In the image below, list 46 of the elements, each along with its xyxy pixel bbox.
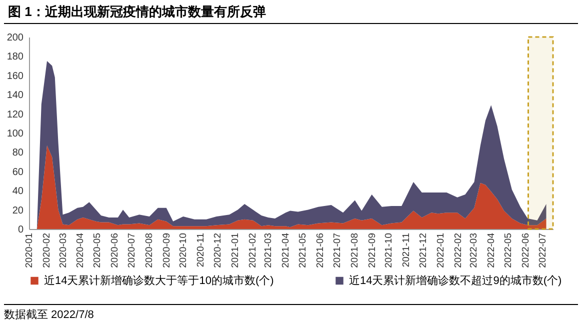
y-tick-label: 200 [6,32,24,44]
x-tick-label: 2021-08 [349,233,360,268]
x-tick-label: 2021-07 [332,233,343,268]
legend-label: 近14天累计新增确诊数大于等于10的城市数(个) [44,274,274,287]
x-tick-label: 2022-04 [486,233,498,268]
x-tick-label: 2020-05 [92,233,104,268]
y-tick-label: 20 [12,205,24,216]
y-tick-label: 80 [12,148,24,159]
chart-title: 图 1：近期出现新冠疫情的城市数量有所反弹 [4,0,578,24]
x-tick-label: 2021-10 [384,233,395,268]
x-tick-label: 2020-08 [144,233,155,268]
x-tick-label: 2020-09 [161,233,172,268]
x-tick-label: 2020-02 [41,233,52,268]
x-tick-label: 2022-06 [520,233,532,268]
x-tick-label: 2021-04 [280,233,292,268]
x-tick-label: 2021-03 [263,233,274,268]
x-tick-label: 2020-10 [178,233,190,268]
y-tick-label: 140 [6,90,24,102]
x-tick-label: 2022-02 [452,233,464,268]
x-tick-label: 2020-12 [212,233,224,268]
y-tick-label: 0 [18,224,24,236]
x-tick-label: 2020-11 [196,233,207,268]
x-tick-label: 2022-05 [502,233,514,268]
x-tick-label: 2020-01 [24,233,35,268]
y-tick-label: 160 [6,70,24,82]
x-tick-label: 2022-03 [468,233,480,268]
x-tick-label: 2021-06 [314,233,326,268]
x-tick-label: 2020-07 [126,233,138,268]
x-tick-label: 2021-12 [418,233,429,268]
y-tick-label: 60 [12,166,24,178]
x-tick-label: 2021-02 [247,233,258,268]
x-tick-label: 2021-11 [401,233,412,268]
x-tick-label: 2022-07 [537,233,548,268]
y-tick-label: 40 [12,186,24,198]
x-tick-label: 2020-04 [75,233,86,268]
y-tick-label: 180 [6,52,24,63]
text: 数据截至 2022/7/8 [4,304,578,324]
x-tick-label: 2020-06 [110,233,121,268]
x-tick-label: 2021-09 [366,233,378,268]
y-tick-label: 100 [6,128,24,140]
x-tick-label: 2021-05 [298,233,309,268]
x-tick-label: 2020-03 [58,233,69,268]
legend-label: 近14天累计新增确诊数不超过9的城市数(个) [349,274,562,287]
x-tick-label: 2021-01 [230,233,241,268]
x-tick-label: 2022-01 [435,233,446,268]
y-tick-label: 120 [6,109,24,120]
